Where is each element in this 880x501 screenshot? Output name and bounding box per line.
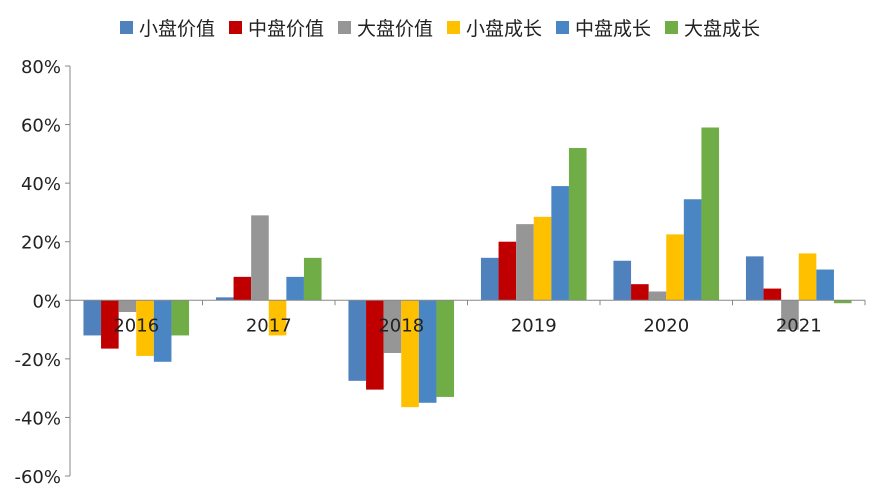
legend-swatch	[119, 21, 133, 34]
x-tick-label: 2018	[378, 315, 424, 336]
bar	[833, 300, 852, 304]
y-tick-label: -20%	[14, 350, 61, 371]
legend-item: 中盘价值	[228, 14, 324, 41]
legend-item: 小盘成长	[447, 14, 542, 41]
legend-label: 中盘价值	[247, 18, 324, 40]
y-tick-label: -60%	[14, 467, 61, 488]
bar	[348, 300, 367, 381]
legend-label: 中盘成长	[575, 18, 652, 40]
bar	[136, 300, 154, 356]
x-tick-label: 2019	[511, 315, 557, 336]
bar	[286, 276, 304, 301]
legend-label: 大盘成长	[684, 18, 761, 40]
bar	[798, 253, 817, 301]
bar	[683, 199, 702, 301]
bar	[701, 127, 720, 301]
bar	[648, 291, 667, 301]
bar	[303, 257, 322, 301]
bar	[763, 288, 782, 301]
bar	[418, 300, 437, 403]
legend-item: 大盘成长	[665, 14, 760, 41]
bar	[480, 257, 499, 301]
bar	[83, 300, 102, 336]
legend-swatch	[337, 21, 351, 34]
legend-label: 小盘成长	[466, 18, 543, 40]
bar	[498, 241, 517, 301]
legend-label: 小盘价值	[138, 18, 215, 40]
bar	[666, 234, 684, 301]
y-tick-label: 40%	[21, 174, 61, 195]
legend-swatch	[556, 21, 570, 34]
bar	[233, 276, 252, 301]
legend-item: 大盘价值	[337, 14, 433, 41]
bar	[781, 300, 799, 330]
x-tick-label: 2016	[113, 315, 159, 336]
y-tick-label: 60%	[21, 116, 61, 137]
bar	[401, 300, 419, 408]
bar	[251, 215, 269, 301]
y-tick-label: 80%	[21, 57, 61, 78]
y-tick-label: 20%	[21, 233, 61, 254]
bar	[215, 297, 234, 301]
x-tick-label: 2020	[643, 315, 689, 336]
bar	[101, 300, 119, 349]
bar	[118, 300, 137, 312]
bar	[366, 300, 384, 390]
bar	[631, 284, 649, 301]
bar	[268, 300, 287, 336]
legend-item: 小盘价值	[119, 14, 215, 41]
bar	[153, 300, 172, 362]
x-tick-label: 2017	[246, 315, 292, 336]
bar	[516, 224, 534, 301]
y-tick-label: -40%	[14, 408, 61, 429]
bar	[745, 256, 764, 301]
x-tick-label: 2021	[776, 315, 822, 336]
bar	[436, 300, 455, 397]
bar	[551, 186, 569, 301]
legend-swatch	[228, 21, 242, 34]
bar	[533, 216, 552, 301]
y-tick-label: 0%	[32, 291, 61, 312]
legend-label: 大盘价值	[356, 18, 433, 40]
bar	[171, 300, 190, 336]
bar	[816, 269, 834, 301]
bar	[383, 300, 402, 353]
legend-swatch	[447, 21, 460, 34]
legend-swatch	[665, 21, 679, 34]
legend: 小盘价值 中盘价值 大盘价值 小盘成长 中盘成长 大盘成长	[0, 14, 880, 41]
legend-item: 中盘成长	[556, 14, 651, 41]
bar	[568, 148, 587, 301]
bar	[613, 260, 632, 301]
